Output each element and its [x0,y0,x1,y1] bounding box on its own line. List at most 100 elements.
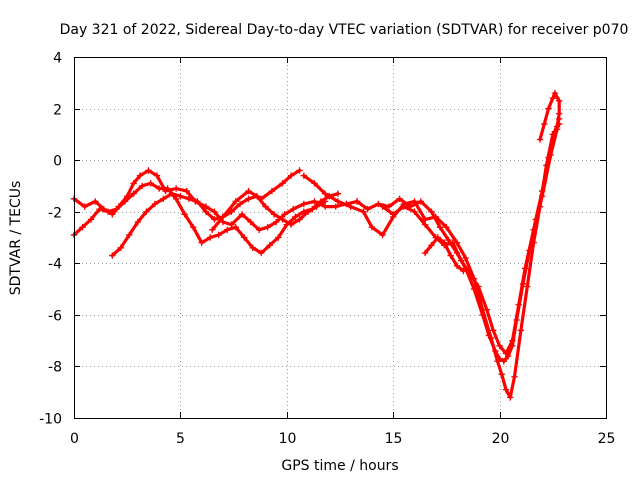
data-point [421,221,429,228]
data-point [219,213,227,221]
x-axis-label: GPS time / hours [281,458,398,474]
data-point [136,172,144,179]
y-tick-label: -8 [48,360,62,376]
data-point [147,180,154,187]
data-point [126,231,133,239]
x-tick-label: 25 [598,431,616,447]
data-point [498,370,505,378]
data-point [211,216,218,223]
data-point [483,306,491,313]
x-tick-label: 15 [385,431,403,447]
y-axis-label: SDTVAR / TECUs [8,181,24,296]
series-trace-i [421,234,467,275]
data-point [268,187,276,195]
data-point [130,180,137,187]
data-point [232,198,239,205]
data-point [241,234,248,241]
grid-lines [74,57,606,418]
data-point [332,203,339,210]
data-point [536,136,544,143]
data-point [428,208,435,215]
data-point [145,167,152,174]
series-line [381,127,559,356]
data-point [194,198,201,205]
data-point [104,208,112,215]
axis-ticks: 0 5 10 15 20 25 -10 -8 -6 -4 -2 0 2 4 [39,51,615,448]
data-point [258,195,265,203]
data-point [155,185,163,192]
data-point [538,193,546,200]
data-point [428,242,435,249]
data-point [555,97,563,105]
data-point [441,239,448,246]
data-point [466,270,474,277]
data-point [502,350,510,357]
series-trace-h [536,89,563,143]
data-point [249,244,256,252]
data-point [109,252,116,259]
data-point [436,223,444,231]
y-tick-label: -6 [48,309,62,325]
data-point [289,205,297,213]
data-point [245,187,252,195]
series-line [302,122,561,399]
data-point [347,203,354,210]
data-point [541,120,548,128]
data-point [202,208,210,215]
data-point [485,332,493,339]
data-point [287,221,295,228]
x-tick-label: 5 [176,431,185,447]
data-point [364,205,371,213]
data-point [509,337,516,344]
data-point [396,195,403,203]
data-point [258,249,265,257]
x-tick-label: 10 [279,431,297,447]
data-point [530,226,537,233]
data-point [247,218,254,226]
data-point [517,327,525,334]
data-point [379,231,386,239]
data-point [507,394,514,401]
data-point [209,226,216,233]
y-tick-label: 4 [53,51,62,67]
y-tick-label: 2 [53,103,62,119]
y-tick-label: -4 [48,257,62,273]
data-point [79,223,86,231]
data-point [81,203,88,210]
data-point [262,203,269,210]
chart-title: Day 321 of 2022, Sidereal Day-to-day VTE… [60,22,629,38]
data-point [496,342,503,349]
data-point [311,198,318,205]
data-point [515,301,522,308]
data-point [228,221,235,228]
series-trace-c [109,190,329,259]
data-point [206,234,214,241]
data-point [549,95,556,102]
data-point [434,234,442,241]
data-point [553,123,561,130]
data-point [211,208,218,215]
data-point [385,203,393,210]
data-point [551,89,559,97]
data-point [215,231,222,239]
series-line [355,117,561,363]
data-point [279,180,286,187]
data-point [321,198,329,205]
data-point [496,355,503,362]
data-point [321,190,329,197]
data-point [287,172,295,179]
data-point [421,249,429,257]
data-point [360,208,367,215]
data-point [490,327,497,334]
data-point [417,198,425,205]
data-point [164,185,171,192]
data-point [334,190,342,197]
data-point [300,200,308,208]
data-point [121,198,129,205]
data-point [236,200,244,208]
data-point [177,193,184,200]
series-trace-d [209,167,303,233]
data-point [232,223,239,231]
y-tick-label: -10 [39,412,62,428]
